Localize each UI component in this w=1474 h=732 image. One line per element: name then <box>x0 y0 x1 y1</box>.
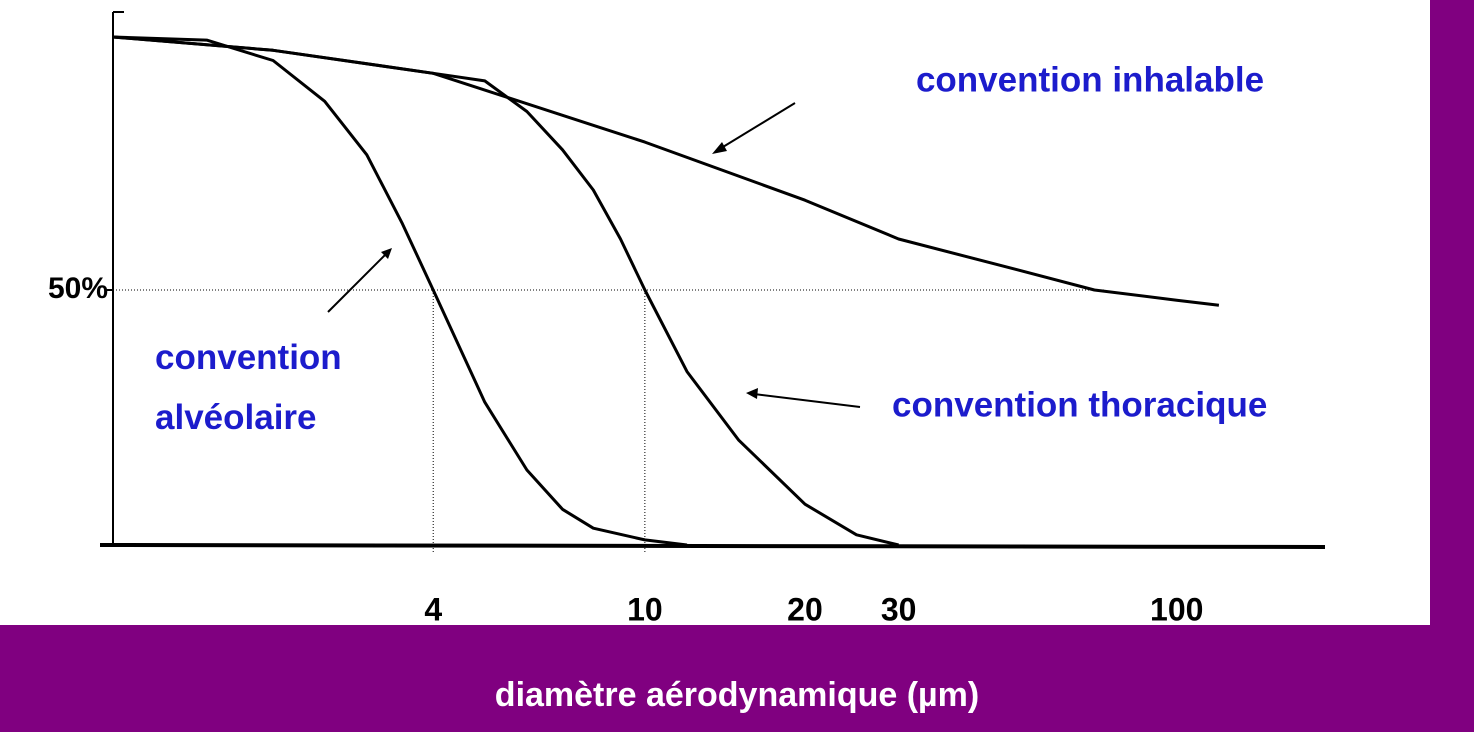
arrow-head <box>712 142 727 154</box>
x-tick-label: 100 <box>1150 591 1203 627</box>
plot-area <box>112 35 1220 553</box>
series-line <box>112 35 899 547</box>
series-label: convention alvéolaire <box>155 338 342 437</box>
series-label: convention thoracique <box>892 385 1267 424</box>
y-tick-label: 50% <box>48 272 108 305</box>
label-line: alvéolaire <box>155 398 317 437</box>
x-axis <box>99 543 1326 549</box>
x-tick-label: 30 <box>881 591 917 627</box>
arrow <box>327 253 387 313</box>
side-band <box>1430 0 1474 625</box>
arrow <box>753 393 861 408</box>
series-label: convention inhalable <box>916 60 1264 99</box>
label-line: convention <box>155 338 342 377</box>
x-axis-title: diamètre aérodynamique (µm) <box>495 676 979 714</box>
arrow-head <box>746 388 758 399</box>
series-line <box>112 35 688 547</box>
x-tick-label: 20 <box>787 591 823 627</box>
x-tick-label: 10 <box>627 591 663 627</box>
arrow <box>717 102 796 151</box>
bottom-band <box>0 625 1474 732</box>
arrow-head <box>381 248 392 259</box>
x-tick-label: 4 <box>424 591 442 627</box>
